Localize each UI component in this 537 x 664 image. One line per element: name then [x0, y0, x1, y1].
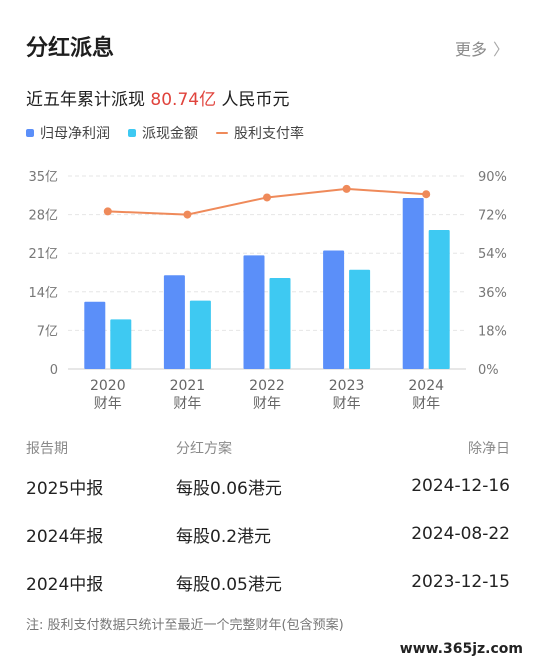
net-profit-bar	[163, 275, 185, 369]
dividend-bar	[428, 230, 450, 369]
right-axis-tick: 36%	[478, 286, 507, 301]
cell-ex-date: 2024-12-16	[411, 476, 510, 496]
cell-plan: 每股0.05港元	[176, 574, 282, 595]
footnote: 注: 股利支付数据只统计至最近一个完整财年(包含预案)	[26, 618, 344, 633]
x-axis-year-label: 2024	[408, 378, 444, 394]
left-axis-tick: 14亿	[28, 286, 58, 301]
right-axis-tick: 54%	[478, 247, 507, 262]
legend-label: 归母净利润	[40, 126, 110, 142]
header-period: 报告期	[26, 441, 68, 457]
cell-ex-date: 2024-08-22	[411, 524, 510, 544]
x-axis-suffix-label: 财年	[333, 396, 361, 412]
chevron-right-icon[interactable]: 〉	[492, 40, 509, 59]
payout-ratio-point	[103, 207, 112, 216]
legend-item-net-profit[interactable]: 归母净利润	[26, 123, 110, 143]
left-axis-tick: 28亿	[28, 209, 58, 224]
summary-prefix: 近五年累计派现	[26, 90, 145, 110]
watermark: www.365jz.com	[395, 640, 527, 658]
left-axis-tick: 21亿	[28, 247, 58, 262]
dividend-bar	[269, 278, 291, 369]
left-axis-tick: 0	[50, 363, 58, 378]
table-header: 报告期 分红方案 除净日	[26, 438, 510, 462]
net-profit-bar	[243, 255, 265, 369]
x-axis-suffix-label: 财年	[253, 396, 281, 412]
table-row[interactable]: 2025中报 每股0.06港元 2024-12-16	[26, 462, 510, 510]
dividend-bar	[189, 300, 211, 369]
dividend-bar	[110, 319, 132, 369]
x-axis-year-label: 2023	[329, 378, 365, 394]
net-profit-bar	[323, 250, 345, 369]
dividend-chart: 35亿 90% 28亿 72% 21亿 54% 14亿 36% 7亿 18% 0 0% 2020 财年 20…	[28, 170, 507, 412]
x-axis-suffix-label: 财年	[173, 396, 201, 412]
x-axis-suffix-label: 财年	[94, 396, 122, 412]
cell-period: 2024中报	[26, 574, 104, 595]
left-axis-tick: 7亿	[37, 324, 58, 339]
legend-item-dividend[interactable]: 派现金额	[128, 123, 198, 143]
line-swatch-icon	[216, 132, 228, 134]
net-profit-bar	[402, 198, 424, 369]
more-link[interactable]: 更多 〉	[455, 36, 509, 60]
header-plan: 分红方案	[176, 441, 232, 457]
right-axis-tick: 72%	[478, 209, 507, 224]
table-row[interactable]: 2024中报 每股0.05港元 2023-12-15	[26, 558, 510, 606]
payout-ratio-line	[107, 187, 427, 216]
section-title: 分红派息	[26, 36, 115, 61]
cell-plan: 每股0.2港元	[176, 526, 272, 547]
dividend-bar	[349, 269, 371, 369]
dividend-table: 报告期 分红方案 除净日 2025中报 每股0.06港元 2024-12-16 …	[26, 438, 510, 606]
payout-ratio-point	[422, 190, 431, 199]
net-profit-bar	[84, 301, 106, 369]
cell-period: 2024年报	[26, 526, 104, 547]
right-axis-tick: 0%	[478, 363, 499, 378]
payout-ratio-point	[342, 184, 351, 193]
dividend-summary: 近五年累计派现 80.74亿 人民币元	[26, 85, 289, 110]
x-axis-year-label: 2020	[90, 378, 126, 394]
left-axis-tick: 35亿	[28, 170, 58, 185]
cell-ex-date: 2023-12-15	[411, 572, 510, 592]
header-ex-date: 除净日	[468, 441, 510, 457]
x-axis-year-label: 2022	[249, 378, 285, 394]
table-row[interactable]: 2024年报 每股0.2港元 2024-08-22	[26, 510, 510, 558]
legend-item-payout-ratio[interactable]: 股利支付率	[216, 123, 304, 143]
bar-swatch-icon	[128, 129, 136, 137]
cell-plan: 每股0.06港元	[176, 478, 282, 499]
summary-suffix: 人民币元	[221, 90, 290, 110]
legend-label: 派现金额	[142, 126, 198, 142]
cell-period: 2025中报	[26, 478, 104, 499]
bar-swatch-icon	[26, 129, 34, 137]
x-axis-suffix-label: 财年	[412, 396, 440, 412]
legend-label: 股利支付率	[234, 126, 304, 142]
right-axis-tick: 18%	[478, 324, 507, 339]
payout-ratio-point	[183, 210, 192, 219]
x-axis-year-label: 2021	[170, 378, 206, 394]
more-label[interactable]: 更多	[454, 40, 487, 59]
summary-amount: 80.74亿	[150, 90, 217, 110]
chart-legend: 归母净利润 派现金额 股利支付率	[26, 123, 304, 143]
payout-ratio-point	[263, 193, 271, 202]
right-axis-tick: 90%	[478, 170, 507, 185]
